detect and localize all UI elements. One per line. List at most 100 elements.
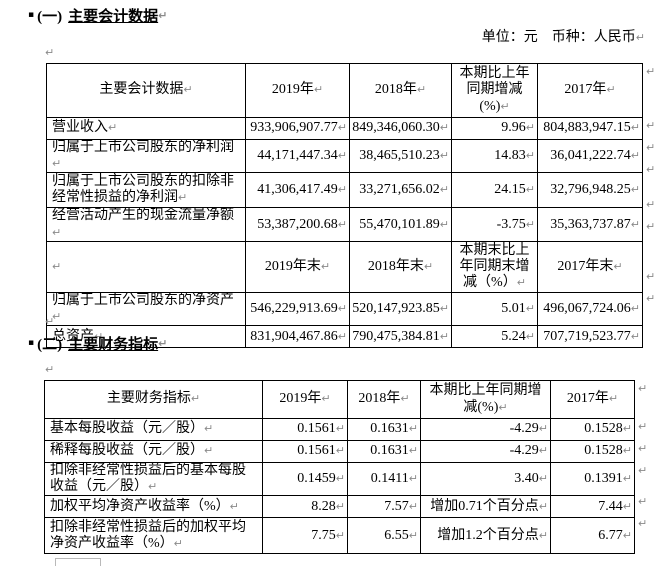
column-header: 2017年↵ [537,63,643,118]
value-cell: 38,465,510.23↵ [349,138,452,174]
row-label-cell: 总资产↵ [46,325,246,349]
paragraph-mark: ↵ [45,315,55,328]
table-row: 稀释每股收益（元／股）↵ 0.1561↵ 0.1631↵ -4.29↵ 0.15… [44,440,635,463]
table-row: 营业收入↵ 933,906,907.77↵ 849,346,060.30↵ 9.… [46,117,643,140]
row-label-cell: 基本每股收益（元／股）↵ [44,418,263,441]
paragraph-mark: ↵ [646,119,656,132]
value-cell: 5.01↵ [451,291,538,327]
table-row: 扣除非经常性损益后的加权平均净资产收益率（%）↵ 7.75↵ 6.55↵ 增加1… [44,517,635,555]
value-cell: 7.57↵ [347,495,421,519]
accounting-data-table: 主要会计数据↵ 2019年↵ 2018年↵ 本期比上年同期增减 (%)↵ 201… [46,63,643,349]
value-cell: 55,470,101.89↵ [349,207,452,242]
row-label-cell: 营业收入↵ [46,117,246,140]
paragraph-mark: ↵ [638,382,648,395]
value-cell: 849,346,060.30↵ [349,117,452,140]
value-cell: 14.83↵ [451,138,538,174]
value-cell: 24.15↵ [451,172,538,209]
value-cell: 9.96↵ [451,117,538,140]
value-cell: -4.29↵ [420,418,551,441]
column-header: 主要会计数据↵ [46,63,246,118]
value-cell: -3.75↵ [451,207,538,242]
row-label-cell: 归属于上市公司股东的净资产↵ [46,291,246,327]
paragraph-mark: ↵ [638,495,648,508]
column-header: 2019年↵ [262,380,348,419]
row-label-cell: 扣除非经常性损益后的基本每股收益（元／股）↵ [44,461,263,497]
value-cell: 44,171,447.34↵ [245,138,350,174]
value-cell: 6.55↵ [347,517,421,555]
table-header-row: 主要财务指标↵ 2019年↵ 2018年↵ 本期比上年同期增减(%)↵ 2017… [44,380,635,419]
paragraph-mark: ↵ [646,65,656,78]
paragraph-mark: ↵ [638,464,648,477]
value-cell: 0.1561↵ [262,418,348,441]
value-cell: 7.75↵ [262,517,348,555]
column-header: 2017年末↵ [537,240,643,293]
value-cell: 41,306,417.49↵ [245,172,350,209]
column-header: 主要财务指标↵ [44,380,263,419]
section-heading-1: ▪ (一) 主要会计数据 ↵ [28,5,167,26]
paragraph-mark: ↵ [646,292,656,305]
list-bullet-icon: ▪ [28,338,35,348]
table-header-row: ↵ 2019年末↵ 2018年末↵ 本期末比上年同期末增减（%）↵ 2017年末… [46,240,643,293]
value-cell: 6.77↵ [550,517,635,555]
table-row: 经营活动产生的现金流量净额↵ 53,387,200.68↵ 55,470,101… [46,207,643,242]
row-label-cell: 稀释每股收益（元／股）↵ [44,440,263,463]
value-cell: 933,906,907.77↵ [245,117,350,140]
value-cell: 32,796,948.25↵ [537,172,643,209]
paragraph-mark: ↵ [638,517,648,530]
next-table-edge-hint [55,558,101,566]
value-cell: 520,147,923.85↵ [349,291,452,327]
unit-currency-note: 单位：元 币种：人民币↵ [482,26,645,46]
value-cell: 35,363,737.87↵ [537,207,643,242]
column-header: 2019年末↵ [245,240,350,293]
paragraph-mark: ↵ [638,420,648,433]
value-cell: 36,041,222.74↵ [537,138,643,174]
value-cell: 增加1.2个百分点↵ [420,517,551,555]
paragraph-mark: ↵ [646,198,656,211]
paragraph-mark: ↵ [638,442,648,455]
paragraph-mark: ↵ [158,9,168,22]
value-cell: 496,067,724.06↵ [537,291,643,327]
row-label-cell: 归属于上市公司股东的净利润↵ [46,138,246,174]
value-cell: 546,229,913.69↵ [245,291,350,327]
column-header: 本期比上年同期增减 (%)↵ [451,63,538,118]
unit-note-text: 单位：元 币种：人民币 [481,30,636,45]
row-label-cell: 加权平均净资产收益率（%）↵ [44,495,263,519]
value-cell: 0.1631↵ [347,418,421,441]
section-number: (二) [37,337,63,353]
row-label-cell: 归属于上市公司股东的扣除非经常性损益的净利润↵ [46,172,246,209]
value-cell: 804,883,947.15↵ [537,117,643,140]
column-header: 本期比上年同期增减(%)↵ [420,380,551,419]
section-title: 主要会计数据 [68,9,159,25]
table-row: 归属于上市公司股东的净利润↵ 44,171,447.34↵ 38,465,510… [46,138,643,174]
paragraph-mark: ↵ [45,363,55,376]
column-header: ↵ [46,240,246,293]
paragraph-mark: ↵ [635,31,645,44]
value-cell: 33,271,656.02↵ [349,172,452,209]
value-cell: -4.29↵ [420,440,551,463]
column-header: 2018年↵ [347,380,421,419]
row-label-cell: 经营活动产生的现金流量净额↵ [46,207,246,242]
column-header: 2017年↵ [550,380,635,419]
value-cell: 0.1561↵ [262,440,348,463]
value-cell: 3.40↵ [420,461,551,497]
paragraph-mark: ↵ [646,141,656,154]
row-label-cell: 扣除非经常性损益后的加权平均净资产收益率（%）↵ [44,517,263,555]
column-header: 2018年末↵ [349,240,452,293]
table-row: 加权平均净资产收益率（%）↵ 8.28↵ 7.57↵ 增加0.71个百分点↵ 7… [44,495,635,519]
table-row: 扣除非经常性损益后的基本每股收益（元／股）↵ 0.1459↵ 0.1411↵ 3… [44,461,635,497]
value-cell: 0.1411↵ [347,461,421,497]
value-cell: 0.1391↵ [550,461,635,497]
value-cell: 53,387,200.68↵ [245,207,350,242]
paragraph-mark: ↵ [646,163,656,176]
value-cell: 5.24↵ [451,325,538,349]
paragraph-mark: ↵ [646,220,656,233]
section-heading-2: ▪ (二) 主要财务指标 ↵ [28,333,167,354]
financial-indicators-table: 主要财务指标↵ 2019年↵ 2018年↵ 本期比上年同期增减(%)↵ 2017… [44,380,635,555]
table-row: 基本每股收益（元／股）↵ 0.1561↵ 0.1631↵ -4.29↵ 0.15… [44,418,635,441]
paragraph-mark: ↵ [45,46,55,59]
list-bullet-icon: ▪ [28,10,35,20]
value-cell: 7.44↵ [550,495,635,519]
value-cell: 0.1528↵ [550,440,635,463]
column-header: 2019年↵ [245,63,350,118]
